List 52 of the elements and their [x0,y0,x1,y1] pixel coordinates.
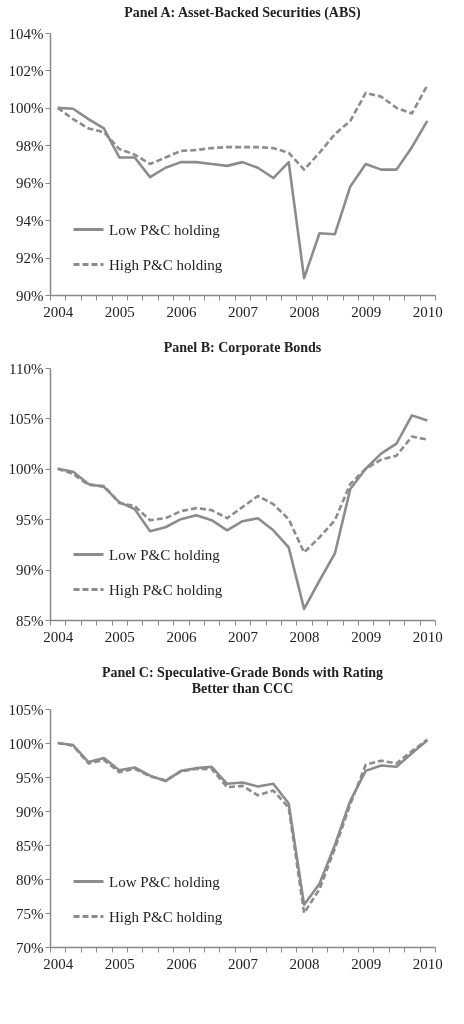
y-tick-label: 100% [8,461,44,478]
y-tick-label: 95% [16,511,44,528]
x-tick-label: 2007 [228,628,259,645]
x-tick-label: 2004 [43,628,74,645]
x-tick-label: 2008 [289,955,320,972]
y-tick-label: 102% [8,62,44,79]
y-tick-label: 94% [16,212,44,229]
x-tick-label: 2004 [43,303,74,320]
chart-title: Panel C: Speculative-Grade Bonds with Rating Better than CCC [101,665,384,696]
y-tick-label: 98% [16,137,44,154]
chart-title: Panel A: Asset-Backed Securities (ABS) [124,5,362,21]
x-tick-label: 2009 [351,955,382,972]
y-tick-label: 105% [8,701,44,718]
x-tick-label: 2008 [289,628,320,645]
y-tick-label: 90% [16,562,44,579]
y-tick-label: 85% [16,612,44,629]
legend-label: High P&C holding [109,256,223,273]
y-tick-label: 95% [16,769,44,786]
legend-label: Low P&C holding [109,221,221,238]
x-tick-label: 2005 [104,955,135,972]
x-tick-label: 2005 [104,628,135,645]
legend-label: Low P&C holding [109,873,221,890]
legend-label: High P&C holding [109,581,223,598]
y-tick-label: 90% [16,287,44,304]
x-tick-label: 2009 [351,628,382,645]
y-tick-label: 105% [8,410,44,427]
y-tick-label: 90% [16,803,44,820]
y-tick-label: 100% [8,100,44,117]
y-tick-label: 80% [16,871,44,888]
x-tick-label: 2006 [166,955,197,972]
x-tick-label: 2007 [228,955,259,972]
x-tick-label: 2004 [43,955,74,972]
y-tick-label: 75% [16,905,44,922]
x-tick-label: 2010 [412,303,443,320]
y-tick-label: 70% [16,939,44,956]
chart-title: Panel B: Corporate Bonds [163,340,322,355]
y-tick-label: 100% [8,735,44,752]
x-tick-label: 2010 [412,628,443,645]
legend-label: Low P&C holding [109,546,221,563]
y-tick-label: 104% [8,25,44,42]
x-tick-label: 2009 [351,303,382,320]
y-tick-label: 92% [16,250,44,267]
legend-label: High P&C holding [109,908,223,925]
x-tick-label: 2006 [166,303,197,320]
x-tick-label: 2010 [412,955,443,972]
y-tick-label: 85% [16,837,44,854]
y-tick-label: 110% [9,360,44,377]
y-tick-label: 96% [16,175,44,192]
x-tick-label: 2007 [228,303,259,320]
x-tick-label: 2008 [289,303,320,320]
x-tick-label: 2006 [166,628,197,645]
x-tick-label: 2005 [104,303,135,320]
